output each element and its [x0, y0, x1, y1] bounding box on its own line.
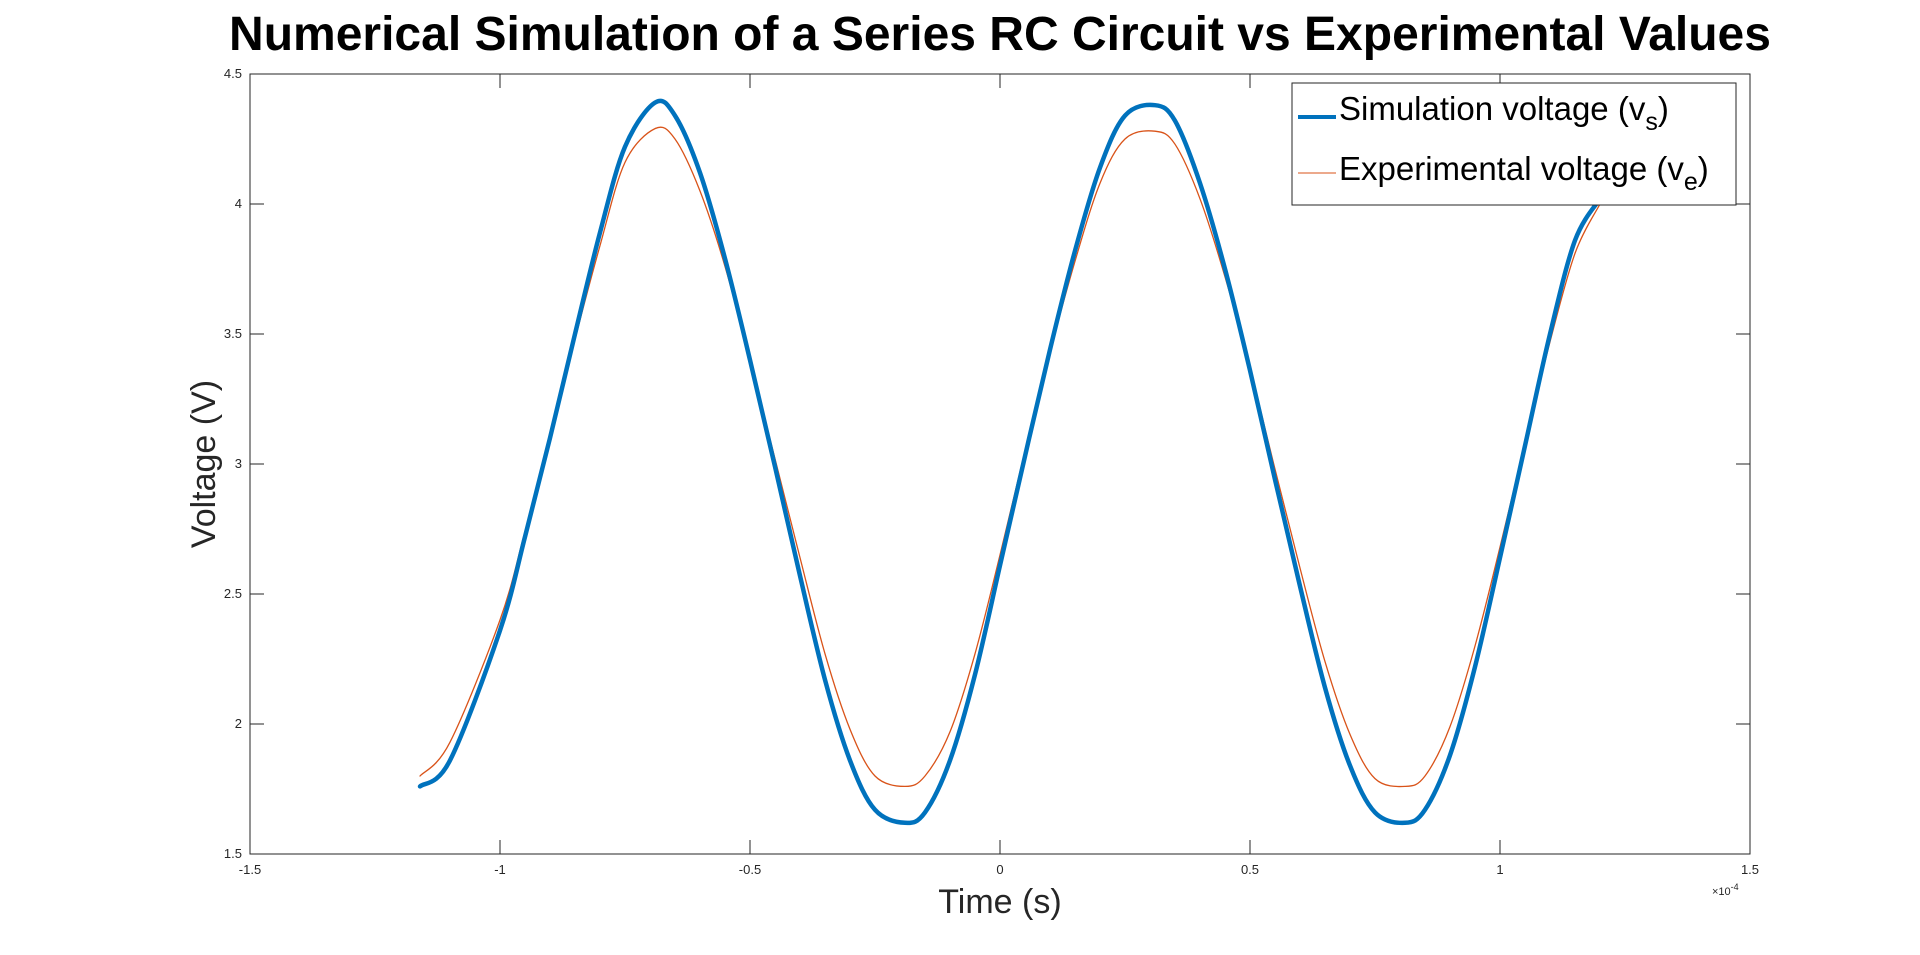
legend-item-experimental[interactable]: Experimental voltage (ve) — [1298, 150, 1709, 196]
legend-item-simulation[interactable]: Simulation voltage (vs) — [1298, 90, 1669, 136]
y-tick-label: 2.5 — [224, 586, 242, 601]
x-tick-label: 0.5 — [1241, 862, 1259, 877]
x-tick-label: -1 — [494, 862, 506, 877]
x-axis-exponent-base: ×10 — [1712, 886, 1731, 898]
legend-label-experimental: Experimental voltage (ve) — [1339, 150, 1709, 196]
series-layer — [417, 98, 1603, 826]
y-tick-label: 3 — [235, 456, 242, 471]
x-axis-exponent-power: -4 — [1731, 882, 1739, 892]
x-axis-label: Time (s) — [938, 883, 1061, 921]
legend[interactable]: Simulation voltage (vs) Experimental vol… — [1291, 82, 1737, 206]
y-tick-label: 4 — [235, 196, 242, 211]
axes-box — [249, 73, 1751, 855]
series-line-simulation — [417, 98, 1603, 826]
y-tick-label: 4.5 — [224, 66, 242, 81]
y-tick-label: 2 — [235, 716, 242, 731]
axis-ticks: -1.5 -1 -0.5 0 0.5 1 1.5 1.5 2 2.5 3 3.5 4 4.5 — [224, 66, 1759, 877]
x-tick-label: 1.5 — [1741, 862, 1759, 877]
chart-title: Numerical Simulation of a Series RC Circ… — [229, 8, 1771, 61]
y-tick-label: 1.5 — [224, 846, 242, 861]
x-tick-label: 0 — [996, 862, 1003, 877]
x-tick-label: -1.5 — [239, 862, 261, 877]
x-tick-label: 1 — [1496, 862, 1503, 877]
legend-label-simulation: Simulation voltage (vs) — [1339, 90, 1669, 136]
y-axis-label: Voltage (V) — [185, 380, 223, 548]
x-axis-exponent: ×10-4 — [1712, 882, 1739, 898]
legend-box — [1291, 82, 1737, 206]
x-tick-label: -0.5 — [739, 862, 761, 877]
y-tick-label: 3.5 — [224, 326, 242, 341]
